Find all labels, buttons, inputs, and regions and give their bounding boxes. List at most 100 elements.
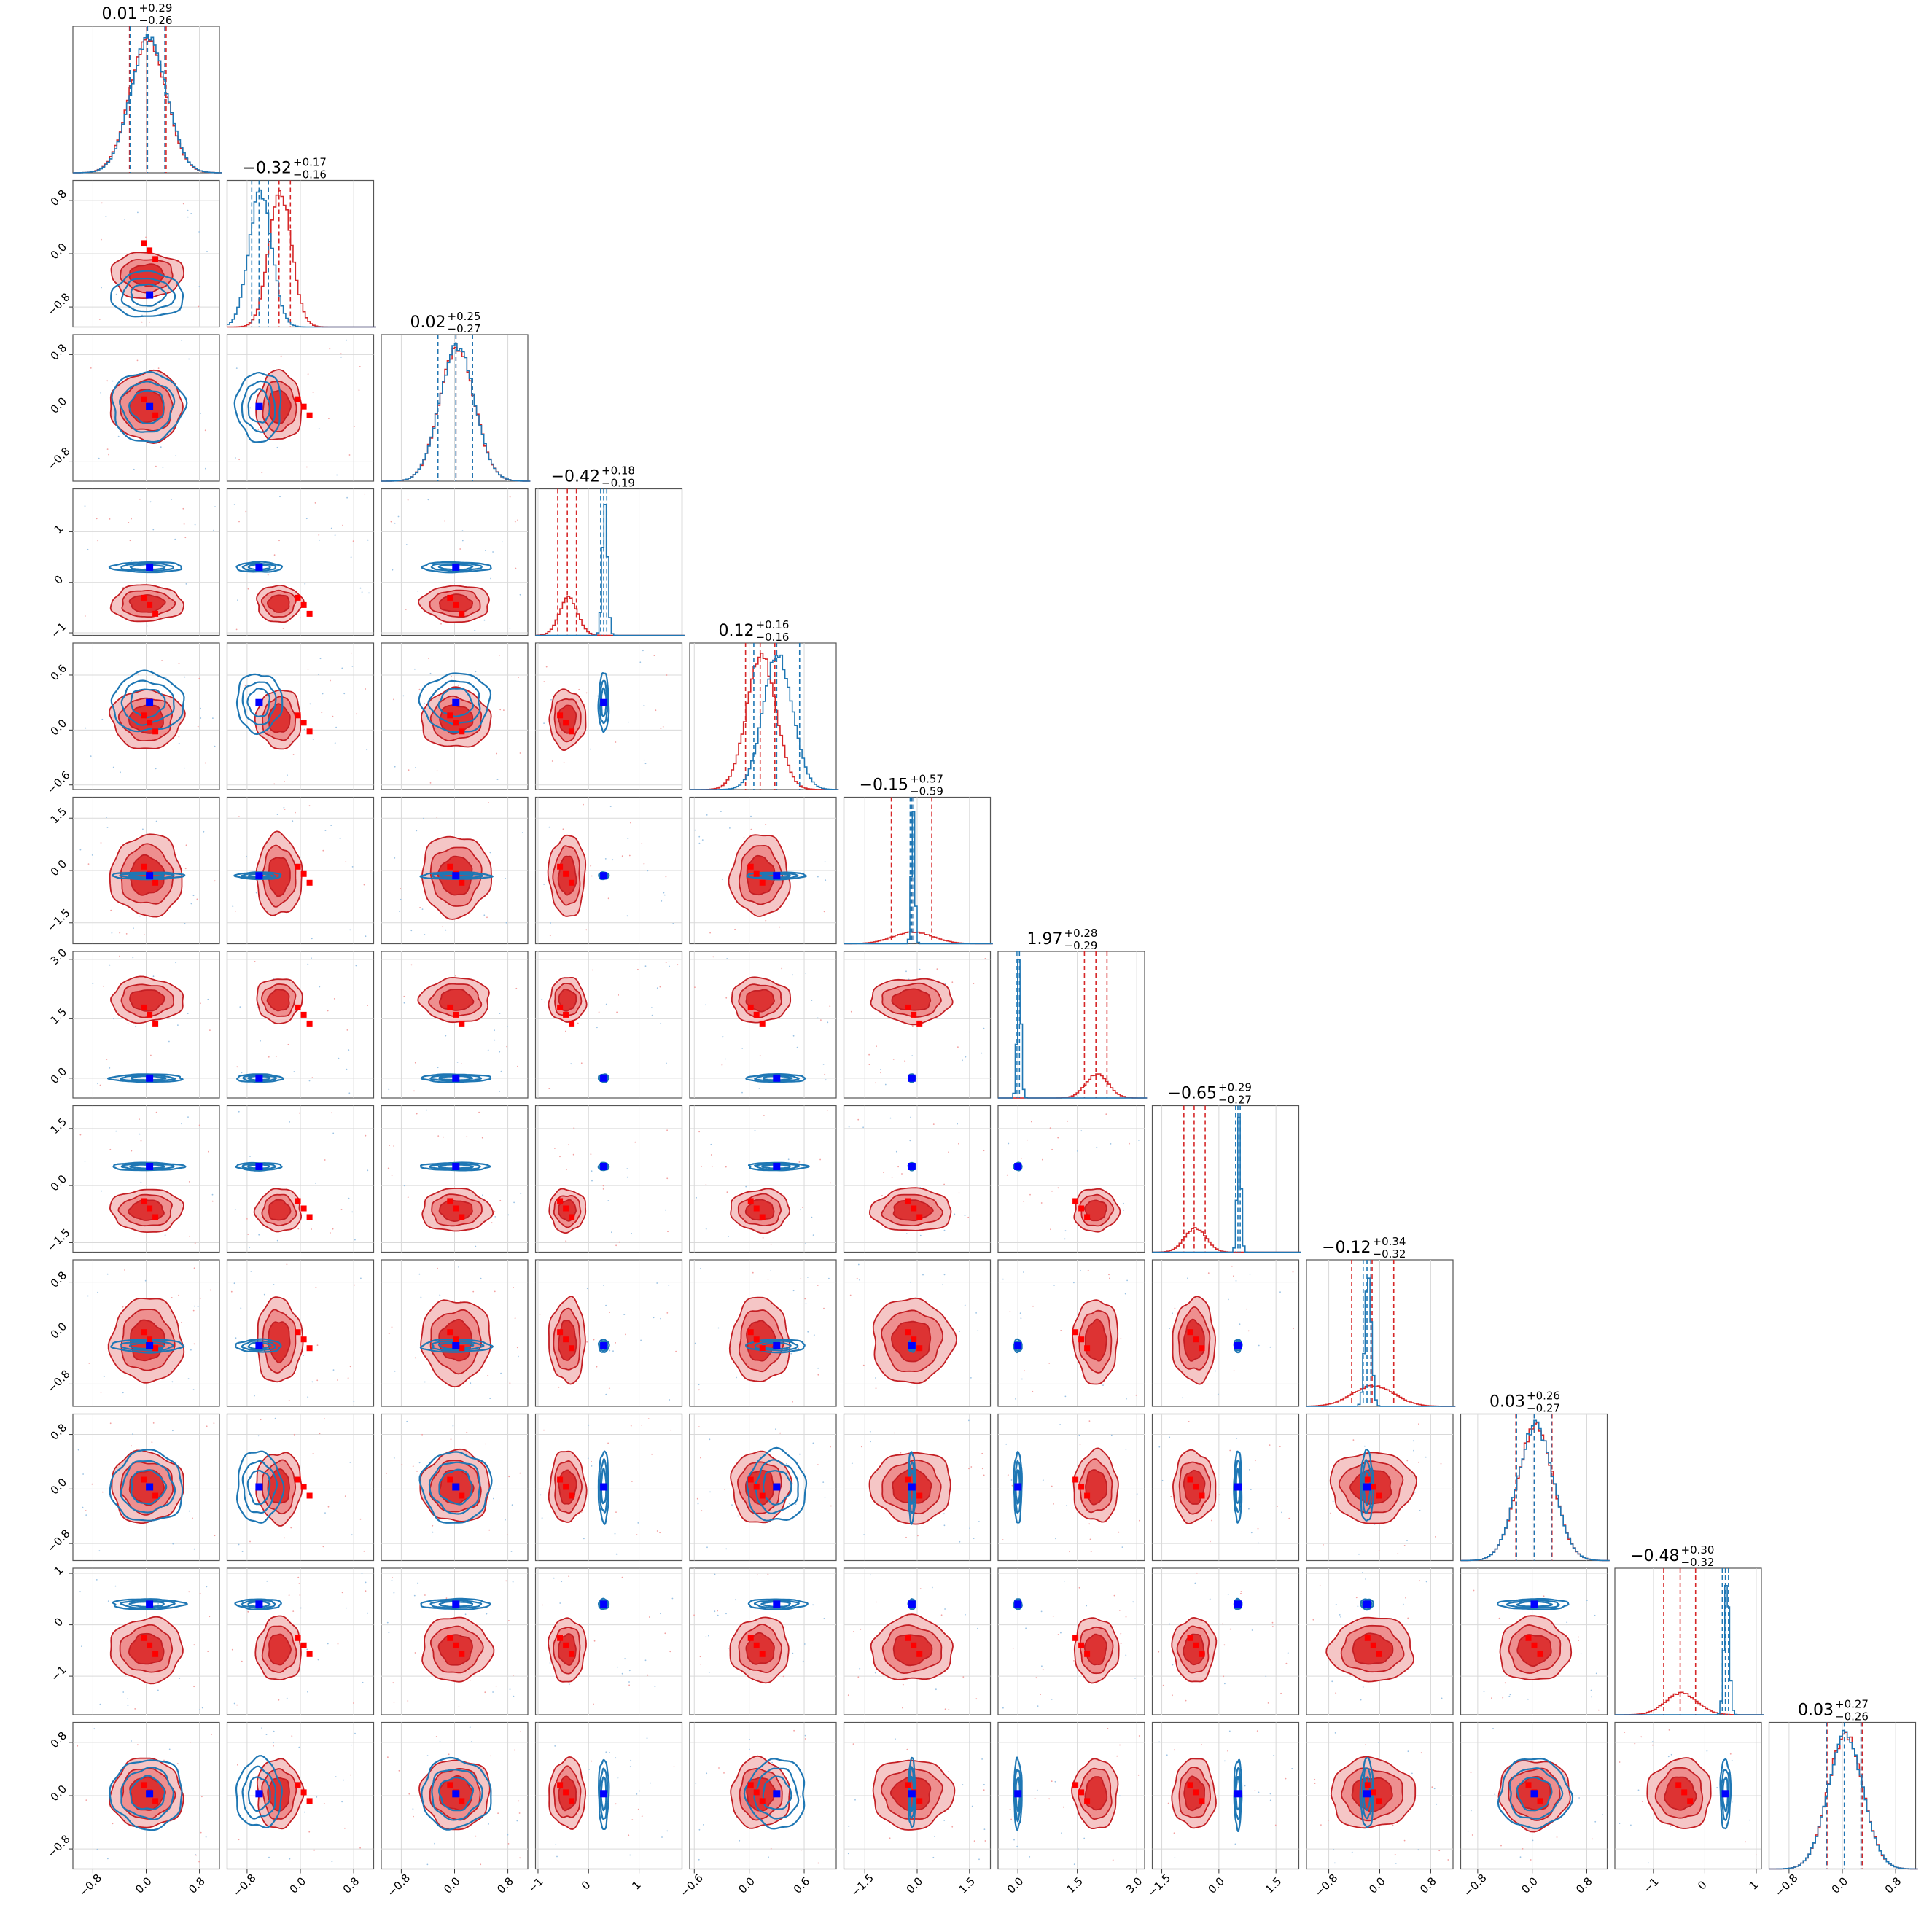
sample-point: [647, 1418, 650, 1419]
sample-point: [804, 1298, 806, 1300]
sample-point: [1063, 1580, 1065, 1582]
panel-8-3: [534, 1259, 683, 1407]
sample-point: [558, 1386, 560, 1388]
red-marker: [306, 1798, 313, 1804]
sample-point: [131, 518, 132, 520]
sample-point: [84, 1160, 86, 1162]
red-marker: [141, 594, 147, 601]
sample-point: [98, 1550, 101, 1552]
sample-point: [365, 1134, 367, 1137]
sample-point: [1492, 1728, 1494, 1729]
sample-point: [359, 366, 361, 367]
sample-point: [765, 823, 767, 825]
sample-point: [458, 1266, 459, 1268]
param-title-plus: +0.16: [756, 618, 790, 631]
sample-point: [106, 817, 107, 819]
blue-truth-marker: [773, 1163, 781, 1170]
blue-contour-level-1: [1497, 1758, 1574, 1830]
param-title-minus: −0.59: [910, 785, 943, 798]
sample-point: [185, 844, 187, 846]
sample-point: [1174, 1857, 1176, 1859]
sample-point: [944, 983, 946, 985]
sample-point: [235, 457, 236, 459]
sample-point: [820, 1019, 822, 1021]
sample-point: [319, 658, 322, 660]
sample-point: [79, 1591, 81, 1593]
sample-point: [698, 1858, 700, 1861]
red-marker: [759, 1020, 766, 1027]
blue-truth-marker: [452, 1163, 460, 1170]
blue-contour-level-1: [420, 1161, 491, 1172]
sample-point: [910, 1281, 911, 1283]
sample-point: [231, 1648, 233, 1651]
sample-point: [1365, 1578, 1366, 1580]
sample-point: [194, 1305, 195, 1307]
param-title-plus: +0.18: [601, 464, 635, 478]
sample-point: [804, 1734, 806, 1737]
sample-point: [474, 629, 476, 631]
sample-point: [200, 707, 201, 709]
sample-point: [519, 593, 521, 596]
sample-point: [97, 1291, 99, 1293]
sample-point: [1403, 1839, 1406, 1842]
sample-point: [698, 1384, 700, 1386]
sample-point: [641, 843, 643, 845]
sample-point: [666, 1129, 668, 1131]
param-title-plus: +0.57: [910, 773, 943, 786]
sample-point: [99, 1703, 101, 1705]
sample-point: [475, 1245, 477, 1247]
sample-point: [119, 955, 121, 957]
sample-point: [235, 1337, 237, 1339]
red-marker: [557, 863, 564, 870]
blue-contour-level-3: [246, 1469, 271, 1506]
sample-point: [508, 1476, 510, 1478]
sample-point: [668, 961, 670, 963]
blue-truth-marker: [452, 1074, 460, 1082]
y-tick-label: −1.5: [44, 1226, 72, 1254]
sample-point: [1250, 1532, 1253, 1534]
sample-point: [129, 540, 131, 542]
sample-point: [274, 1417, 276, 1419]
sample-point: [1755, 1854, 1757, 1856]
sample-point: [826, 1110, 828, 1111]
sample-point: [418, 688, 421, 690]
sample-point: [345, 861, 347, 862]
sample-point: [895, 1150, 897, 1153]
sample-point: [1271, 1626, 1274, 1627]
panel-8-0: −0.80.00.8: [44, 1259, 220, 1407]
sample-point: [1060, 1330, 1062, 1331]
sample-point: [451, 675, 452, 677]
sample-point: [875, 1601, 877, 1603]
sample-point: [343, 693, 346, 695]
sample-point: [393, 1701, 395, 1703]
sample-point: [1425, 1456, 1427, 1458]
panel-10-5: [843, 1567, 992, 1715]
blue-truth-marker: [908, 1163, 916, 1170]
sample-point: [1032, 1305, 1034, 1307]
sample-point: [109, 1067, 111, 1069]
sample-point: [137, 1744, 139, 1746]
sample-point: [348, 1197, 350, 1199]
sample-point: [106, 380, 109, 382]
sample-point: [1083, 1837, 1086, 1839]
sample-point: [615, 1553, 618, 1555]
param-title-minus: −0.16: [756, 631, 790, 644]
sample-point: [318, 534, 320, 536]
red-marker: [563, 870, 569, 877]
sample-point: [983, 1828, 986, 1831]
sample-point: [1314, 1778, 1316, 1780]
panel-10-1: [226, 1567, 375, 1715]
sample-point: [634, 1141, 636, 1143]
sample-point: [368, 592, 370, 594]
red-contour-level-3: [266, 989, 290, 1012]
sample-point: [651, 1007, 653, 1008]
panel-5-0: −1.50.01.5: [44, 796, 220, 945]
sample-point: [1187, 1277, 1188, 1279]
sample-point: [1053, 1503, 1054, 1505]
sample-point: [1009, 1311, 1011, 1313]
sample-point: [351, 866, 354, 868]
sample-point: [1119, 1744, 1121, 1746]
sample-point: [1207, 1272, 1210, 1274]
sample-point: [348, 1049, 350, 1051]
sample-point: [824, 1073, 826, 1075]
